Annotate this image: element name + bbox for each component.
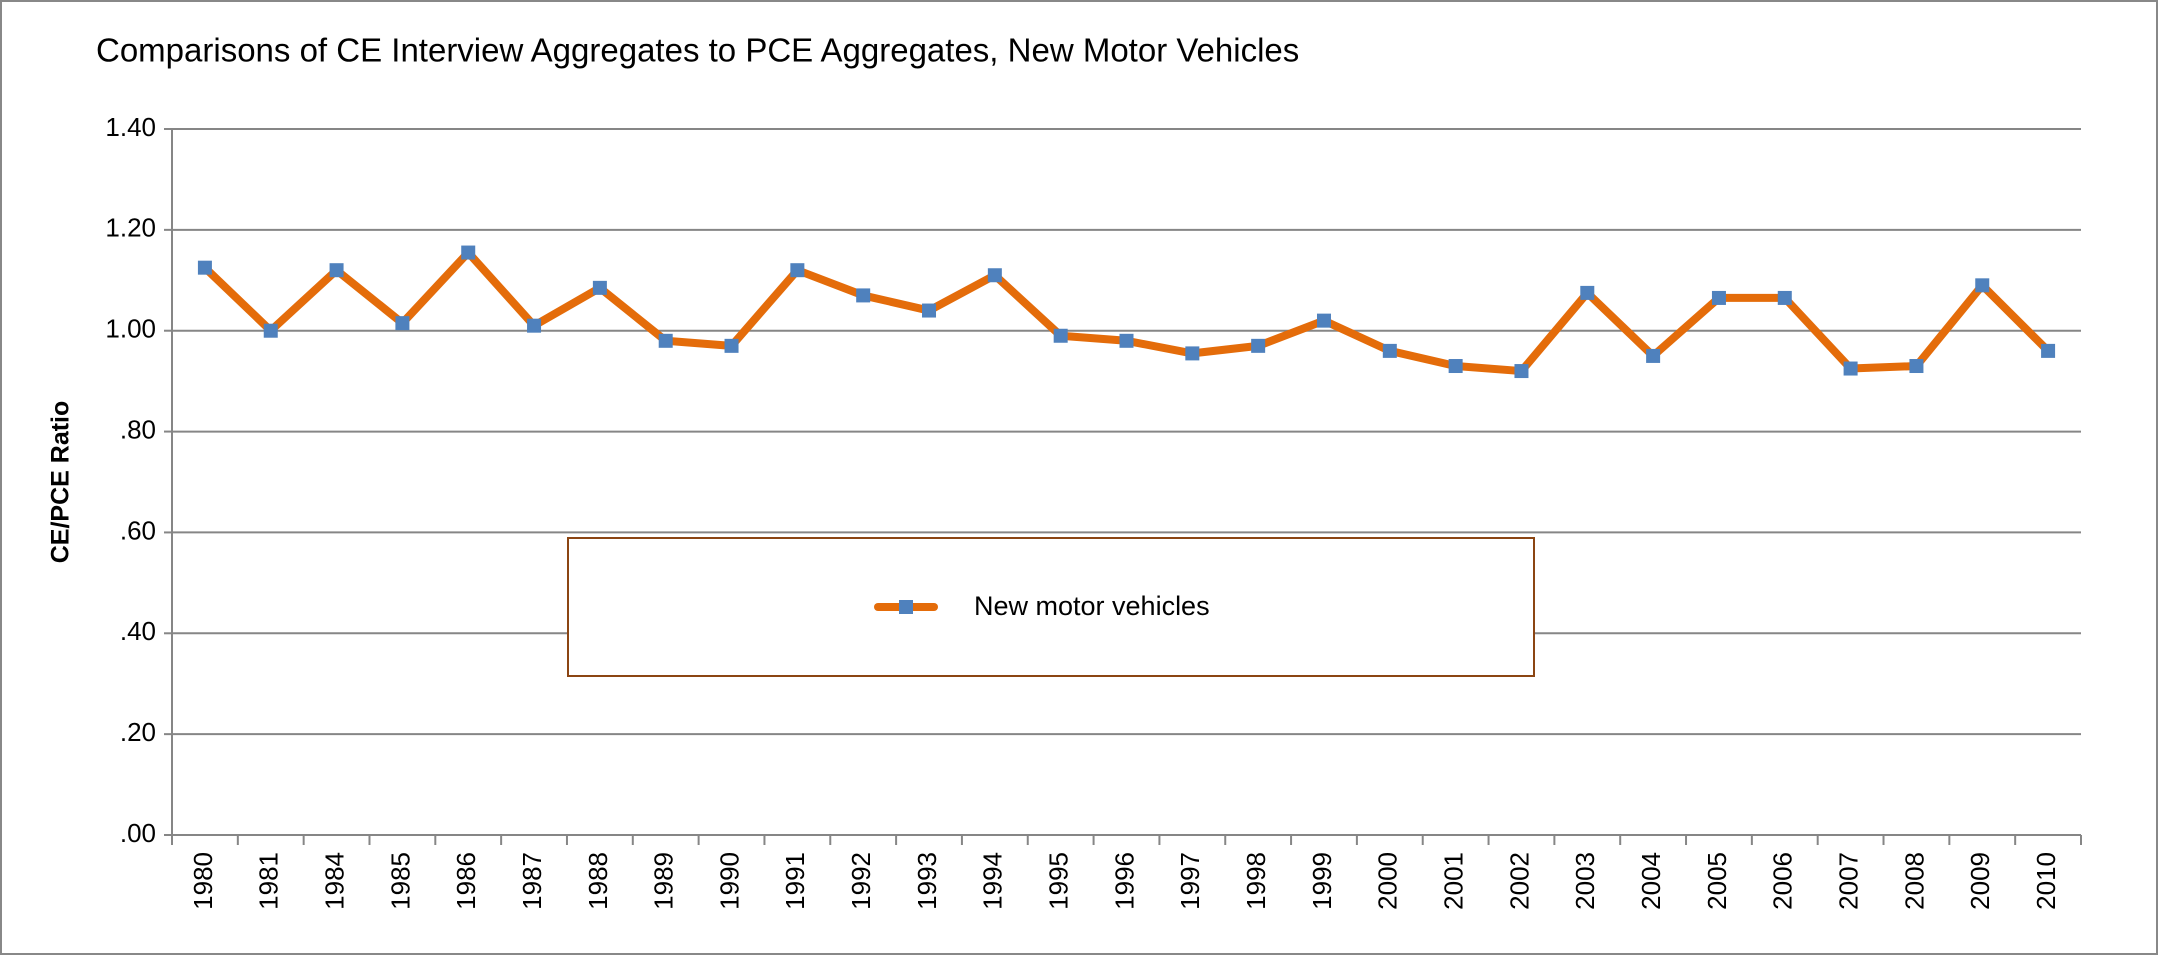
- marker: [1777, 290, 1792, 305]
- x-tick-label: 2003: [1570, 852, 1600, 910]
- x-tick-label: 2007: [1833, 852, 1863, 910]
- marker: [1975, 278, 1990, 293]
- x-tick-label: 1998: [1241, 852, 1271, 910]
- marker: [395, 316, 410, 331]
- x-tick-label: 1996: [1109, 852, 1139, 910]
- x-tick-label: 1986: [451, 852, 481, 910]
- x-tick-label: 1981: [254, 852, 284, 910]
- x-tick-label: 2001: [1439, 852, 1469, 910]
- marker: [724, 338, 739, 353]
- marker: [2041, 343, 2056, 358]
- marker: [1185, 346, 1200, 361]
- marker: [1382, 343, 1397, 358]
- marker: [1711, 290, 1726, 305]
- y-tick-label: 1.40: [105, 112, 156, 142]
- marker: [658, 333, 673, 348]
- x-tick-label: 1989: [649, 852, 679, 910]
- x-tick-label: 2004: [1636, 852, 1666, 910]
- x-tick-label: 2010: [2031, 852, 2061, 910]
- marker: [1580, 285, 1595, 300]
- y-tick-label: 1.00: [105, 314, 156, 344]
- y-tick-label: .20: [120, 717, 156, 747]
- marker: [790, 263, 805, 278]
- x-tick-label: 1995: [1044, 852, 1074, 910]
- x-tick-label: 1988: [583, 852, 613, 910]
- marker: [329, 263, 344, 278]
- marker: [461, 245, 476, 260]
- marker: [197, 260, 212, 275]
- marker: [856, 288, 871, 303]
- y-tick-label: .60: [120, 515, 156, 545]
- y-tick-label: .00: [120, 818, 156, 848]
- marker: [1843, 361, 1858, 376]
- x-tick-label: 1984: [319, 852, 349, 910]
- marker: [1448, 359, 1463, 374]
- x-tick-label: 1992: [846, 852, 876, 910]
- x-tick-label: 1980: [188, 852, 218, 910]
- x-tick-label: 2000: [1373, 852, 1403, 910]
- marker: [922, 303, 937, 318]
- marker: [1053, 328, 1068, 343]
- y-axis-label: CE/PCE Ratio: [47, 401, 75, 564]
- marker: [1316, 313, 1331, 328]
- marker: [527, 318, 542, 333]
- y-tick-label: .80: [120, 414, 156, 444]
- marker: [1646, 348, 1661, 363]
- marker: [987, 268, 1002, 283]
- x-tick-label: 1993: [912, 852, 942, 910]
- x-tick-label: 1985: [385, 852, 415, 910]
- x-tick-label: 1991: [780, 852, 810, 910]
- marker: [592, 280, 607, 295]
- legend-box: [567, 537, 1535, 677]
- x-tick-label: 2006: [1768, 852, 1798, 910]
- x-tick-label: 1997: [1175, 852, 1205, 910]
- chart-title: Comparisons of CE Interview Aggregates t…: [96, 32, 1299, 69]
- marker: [263, 323, 278, 338]
- x-tick-label: 1990: [714, 852, 744, 910]
- marker: [1909, 359, 1924, 374]
- x-tick-label: 2002: [1504, 852, 1534, 910]
- y-tick-label: .40: [120, 616, 156, 646]
- marker: [1119, 333, 1134, 348]
- x-tick-label: 2008: [1899, 852, 1929, 910]
- marker: [1514, 364, 1529, 379]
- legend-marker: [899, 600, 913, 614]
- marker: [1251, 338, 1266, 353]
- legend-label: New motor vehicles: [974, 591, 1210, 621]
- x-tick-label: 1987: [517, 852, 547, 910]
- y-tick-label: 1.20: [105, 213, 156, 243]
- x-tick-label: 2005: [1702, 852, 1732, 910]
- x-tick-label: 2009: [1965, 852, 1995, 910]
- x-tick-label: 1999: [1307, 852, 1337, 910]
- x-tick-label: 1994: [978, 852, 1008, 910]
